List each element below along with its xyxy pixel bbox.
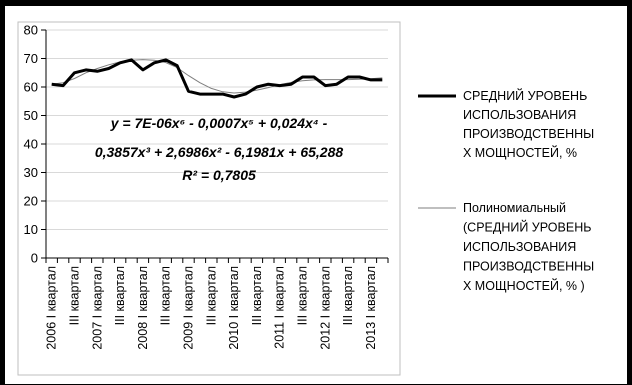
x-tick-label: 2013 I квартал	[364, 266, 378, 350]
gridlines	[46, 29, 388, 230]
x-tick-label: 2010 I квартал	[227, 266, 241, 350]
legend-label: ИСПОЛЬЗОВАНИЯ	[463, 108, 576, 122]
x-axis-ticks: 2006 I квартал III квартал 2007 I квартал I…	[45, 258, 389, 350]
legend-label: ПРОИЗВОДСТВЕННЫ	[463, 260, 594, 274]
y-tick-label: 40	[24, 137, 38, 152]
y-tick-label: 60	[24, 80, 38, 95]
legend: СРЕДНИЙ УРОВЕНЬ ИСПОЛЬЗОВАНИЯ ПРОИЗВОДСТВЕ…	[418, 88, 594, 293]
x-tick-label: III квартал	[296, 266, 310, 325]
legend-label: Х МОЩНОСТЕЙ, % )	[463, 278, 585, 293]
x-tick-label: III квартал	[159, 266, 173, 325]
plot-area	[17, 21, 401, 376]
y-tick-label: 20	[24, 194, 38, 209]
legend-label: ПРОИЗВОДСТВЕННЫ	[463, 127, 594, 141]
x-tick-label: III квартал	[341, 266, 355, 325]
legend-label: Х МОЩНОСТЕЙ, %	[463, 145, 577, 160]
x-tick-label: III квартал	[250, 266, 264, 325]
legend-label: (СРЕДНИЙ УРОВЕНЬ	[463, 220, 591, 235]
x-tick-label: 2011 I квартал	[273, 266, 287, 349]
y-tick-label: 50	[24, 108, 38, 123]
y-tick-label: 0	[31, 251, 38, 266]
series-layer	[51, 58, 383, 99]
x-tick-label: III квартал	[204, 266, 218, 325]
equation-line: 0,3857x³ + 2,6986x² - 6,1981x + 65,288	[95, 144, 344, 160]
legend-label: ИСПОЛЬЗОВАНИЯ	[463, 240, 576, 254]
x-tick-label: 2009 I квартал	[182, 266, 196, 350]
y-axis-ticks: 0 10 20 30 40 50 60 70 80	[24, 23, 46, 266]
x-tick-label: III квартал	[68, 266, 82, 325]
y-tick-label: 10	[24, 222, 38, 237]
legend-label: СРЕДНИЙ УРОВЕНЬ	[463, 88, 587, 103]
x-tick-label: 2008 I квартал	[136, 266, 150, 350]
x-tick-label: 2007 I квартал	[90, 266, 104, 350]
trendline-equation: y = 7E-06x⁶ - 0,0007x⁵ + 0,024x⁴ - 0,3857…	[95, 115, 344, 183]
series-line-capacity	[51, 58, 383, 99]
x-tick-label: 2006 I квартал	[45, 266, 59, 350]
x-tick-label: 2012 I квартал	[318, 266, 332, 350]
y-tick-label: 80	[24, 23, 38, 38]
y-tick-label: 70	[24, 51, 38, 66]
equation-line: R² = 0,7805	[182, 167, 256, 183]
legend-label: Полиномиальный	[463, 201, 566, 215]
y-tick-label: 30	[24, 165, 38, 180]
equation-line: y = 7E-06x⁶ - 0,0007x⁵ + 0,024x⁴ -	[110, 115, 328, 131]
series-line-polynomial-trend	[51, 59, 383, 94]
x-tick-label: III квартал	[113, 266, 127, 325]
